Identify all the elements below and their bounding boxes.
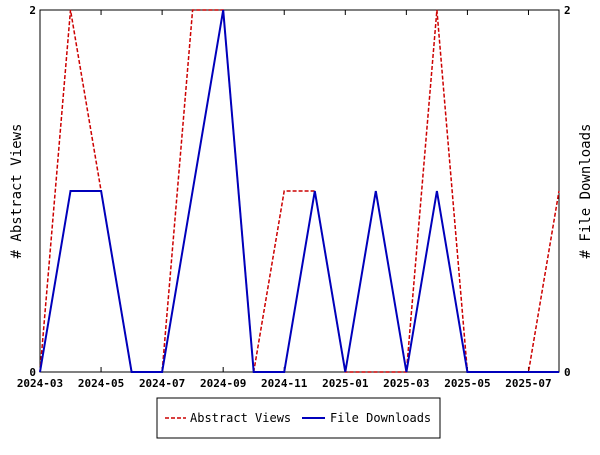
legend-label-file-downloads: File Downloads [330,411,431,425]
x-tick-label: 2024-03 [17,377,63,390]
y-axis-title-left: # Abstract Views [9,124,25,259]
legend: Abstract Views File Downloads [156,397,441,439]
x-tick-label: 2024-07 [139,377,185,390]
x-tick-label: 2025-03 [383,377,429,390]
series-line-file-downloads [39,9,559,373]
legend-box [156,397,441,439]
x-tick-label: 2025-07 [505,377,551,390]
y-tick-label-left: 2 [29,4,36,17]
x-tick-label: 2024-05 [78,377,124,390]
y-tick-label-right: 2 [564,4,571,17]
y-axis-title-right: # File Downloads [578,124,594,259]
y-tick-label-left: 0 [29,366,36,379]
x-tick-label: 2024-11 [261,377,308,390]
legend-label-abstract-views: Abstract Views [190,411,291,425]
x-tick-label: 2025-05 [444,377,490,390]
y-tick-label-right: 0 [564,366,571,379]
x-tick-label: 2025-01 [322,377,369,390]
x-tick-label: 2024-09 [200,377,246,390]
